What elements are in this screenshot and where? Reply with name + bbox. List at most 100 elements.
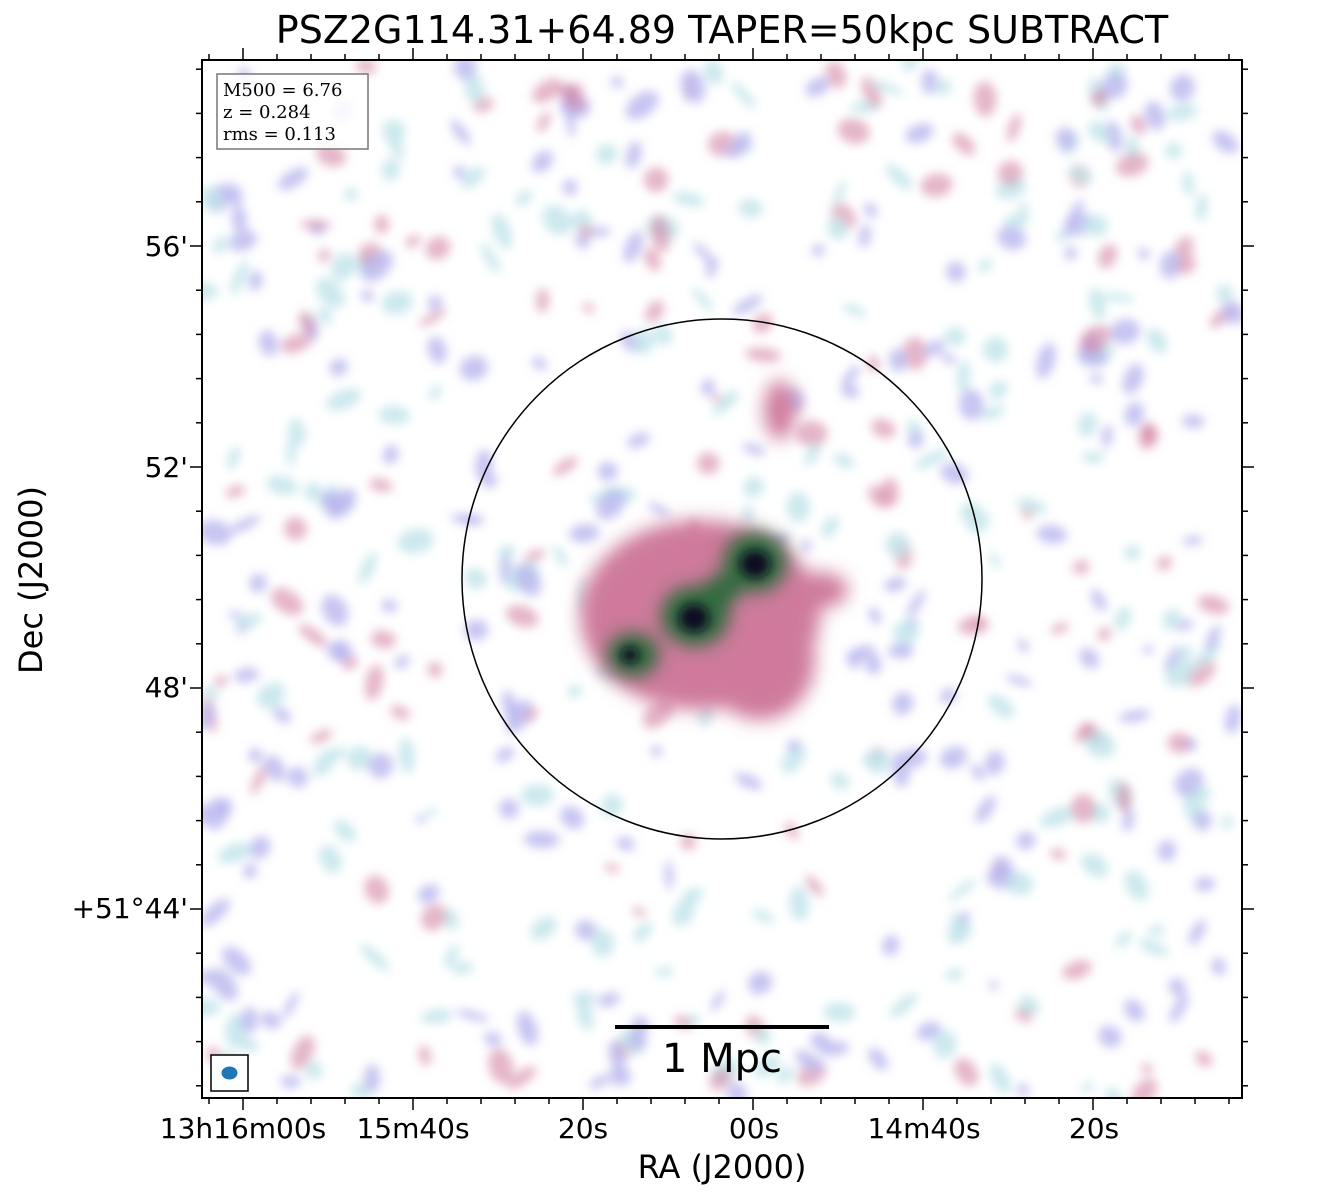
noise-blob: [1184, 658, 1216, 687]
noise-blob: [653, 325, 673, 346]
noise-blob: [1017, 1083, 1029, 1097]
noise-blob: [225, 485, 246, 498]
noise-blob: [868, 607, 881, 625]
noise-blob: [415, 815, 426, 824]
noise-blob: [451, 961, 474, 975]
noise-blob: [552, 456, 578, 476]
noise-blob: [582, 303, 595, 313]
noise-blob: [742, 442, 766, 456]
noise-blob: [830, 772, 850, 790]
noise-blob: [742, 505, 754, 526]
noise-blob: [1165, 142, 1182, 160]
noise-blob: [397, 528, 434, 554]
noise-blob: [202, 803, 213, 826]
noise-blob: [1188, 919, 1206, 945]
noise-blob: [378, 405, 410, 425]
noise-blob: [822, 1002, 856, 1022]
y-tick-label: 48': [145, 671, 188, 704]
noise-blob: [1176, 619, 1194, 631]
noise-blob: [1177, 645, 1193, 661]
noise-blob: [924, 339, 945, 357]
noise-blob: [202, 998, 221, 1016]
noise-blob: [567, 684, 583, 698]
noise-blob: [784, 822, 799, 840]
noise-blob: [650, 215, 671, 253]
noise-blob: [664, 860, 674, 890]
noise-blob: [363, 1064, 381, 1093]
noise-blob: [800, 539, 812, 552]
noise-blob: [1115, 152, 1149, 177]
noise-blob: [535, 288, 550, 313]
noise-blob: [1064, 246, 1078, 260]
noise-blob: [1168, 977, 1186, 997]
noise-blob: [450, 513, 478, 525]
noise-blob: [333, 820, 357, 843]
noise-blob: [214, 675, 228, 688]
x-tick-label: 13h16m00s: [160, 1112, 327, 1145]
noise-blob: [317, 307, 333, 325]
noise-blob: [329, 358, 348, 377]
noise-blob: [460, 166, 486, 189]
noise-blob: [507, 1066, 537, 1090]
noise-blob: [1079, 647, 1100, 669]
noise-blob: [628, 1026, 647, 1051]
noise-blob: [1097, 244, 1118, 269]
noise-blob: [576, 996, 594, 1031]
noise-blob: [217, 842, 253, 864]
noise-blob: [672, 899, 695, 927]
noise-blob: [1146, 328, 1168, 354]
noise-blob: [1216, 284, 1234, 303]
noise-blob: [901, 337, 929, 370]
y-tick-label: +51°44': [72, 892, 188, 925]
noise-blob: [933, 1030, 957, 1059]
noise-blob: [818, 1041, 849, 1057]
noise-blob: [703, 60, 724, 86]
noise-blob: [421, 904, 448, 931]
noise-blob: [748, 971, 773, 995]
noise-blob: [202, 898, 230, 927]
noise-blob: [277, 167, 309, 191]
noise-blob: [825, 61, 847, 89]
noise-blob: [1122, 809, 1135, 832]
noise-blob: [597, 461, 618, 482]
noise-blob: [654, 966, 674, 977]
noise-blob: [920, 173, 953, 197]
noise-blob: [364, 664, 384, 701]
noise-blob: [346, 746, 373, 771]
noise-blob: [1105, 120, 1123, 153]
noise-blob: [501, 690, 519, 725]
noise-blob: [382, 444, 399, 465]
noise-blob: [425, 807, 437, 817]
noise-blob: [1130, 114, 1146, 135]
noise-blob: [243, 863, 258, 879]
noise-blob: [531, 150, 554, 173]
x-axis-label: RA (J2000): [638, 1148, 807, 1186]
noise-blob: [1193, 811, 1212, 832]
noise-blob: [977, 258, 993, 273]
noise-blob: [1055, 127, 1076, 151]
noise-blob: [427, 295, 443, 312]
noise-blob: [731, 81, 757, 110]
noise-blob: [283, 517, 308, 541]
noise-blob: [499, 798, 519, 819]
noise-blob: [794, 1050, 824, 1073]
noise-blob: [505, 699, 533, 734]
tick-marks: [190, 48, 1254, 1110]
noise-blob: [642, 698, 675, 729]
noise-blob: [222, 946, 252, 976]
noise-blob: [325, 388, 362, 411]
noise-blob: [1122, 363, 1144, 395]
noise-blob: [853, 644, 876, 659]
noise-blob: [427, 336, 447, 364]
noise-blob: [450, 119, 471, 146]
noise-blob: [482, 474, 498, 489]
noise-blob: [989, 380, 1008, 400]
noise-blob: [280, 1075, 301, 1089]
noise-blob: [1194, 877, 1216, 892]
noise-blob: [361, 250, 394, 282]
noise-blob: [1224, 704, 1242, 734]
beam-indicator: [210, 1054, 249, 1092]
noise-blob: [209, 967, 238, 1001]
noise-blob: [1088, 121, 1111, 143]
noise-blob: [298, 311, 315, 335]
